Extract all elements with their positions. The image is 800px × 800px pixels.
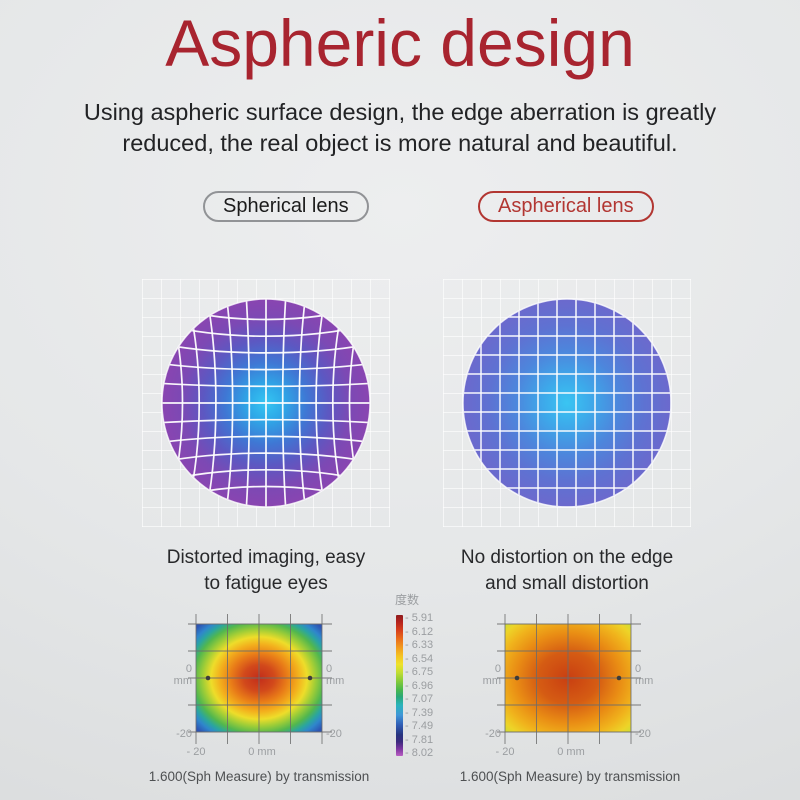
colorbar-tick: - 6.75 xyxy=(405,666,434,678)
aspherical-caption-line-2: and small distortion xyxy=(485,573,649,594)
subtitle: Using aspheric surface design, the edge … xyxy=(0,97,800,159)
center-line-marker-dot xyxy=(307,675,313,681)
left-heatmap-y-label-right: 0 mm xyxy=(326,663,345,687)
spherical-lens-badge: Spherical lens xyxy=(203,191,369,222)
colorbar-tick-labels: - 5.91 - 6.12 - 6.33 - 6.54 - 6.75 - 6.9… xyxy=(405,612,453,759)
colorbar-tick: - 8.02 xyxy=(405,747,434,759)
right-heatmap-y-label-left: 0 mm xyxy=(482,663,501,687)
spherical-caption-line-2: to fatigue eyes xyxy=(204,573,328,594)
spherical-caption-line-1: Distorted imaging, easy xyxy=(166,547,366,568)
left-heatmap-caption: 1.600(Sph Measure) by transmission xyxy=(148,769,370,784)
left-heatmap-neg20-right: -20 xyxy=(326,728,342,740)
subtitle-line-1: Using aspheric surface design, the edge … xyxy=(83,99,717,125)
colorbar-title: 度数 xyxy=(394,593,419,607)
spherical-lens-caption: Distorted imaging, easy to fatigue eyes xyxy=(139,545,393,597)
aspherical-lens-circle xyxy=(462,298,672,508)
left-heatmap-x-tick-neg20: - 20 xyxy=(186,746,206,758)
center-line-marker-dot xyxy=(616,675,622,681)
right-heatmap-neg20-right: -20 xyxy=(635,728,651,740)
aspherical-lens-badge: Aspherical lens xyxy=(478,191,654,222)
aspherical-lens-panel xyxy=(443,279,691,527)
colorbar-tick: - 7.81 xyxy=(405,733,434,746)
aspherical-power-heatmap xyxy=(497,614,641,744)
right-heatmap-y-label-right: 0 mm xyxy=(635,663,654,687)
heatmap-grid-lines xyxy=(497,614,641,744)
subtitle-line-2: reduced, the real object is more natural… xyxy=(122,130,678,156)
spherical-power-heatmap xyxy=(188,614,332,744)
colorbar-tick: - 6.54 xyxy=(405,652,434,665)
page-title: Aspheric design xyxy=(165,6,635,80)
regular-grid-lines xyxy=(463,299,671,507)
right-heatmap-neg20-left: -20 xyxy=(485,728,501,740)
colorbar-tick: - 7.07 xyxy=(405,693,434,705)
aspherical-lens-illustration xyxy=(462,298,672,508)
heatmap-grid-lines xyxy=(188,614,332,744)
colorbar-tick: - 6.33 xyxy=(405,639,434,651)
left-heatmap-x-tick-zero: 0 mm xyxy=(248,746,276,758)
colorbar-gradient xyxy=(396,615,403,756)
colorbar-tick: - 7.49 xyxy=(405,720,434,732)
left-heatmap-neg20-left: -20 xyxy=(176,728,192,740)
right-heatmap-caption: 1.600(Sph Measure) by transmission xyxy=(459,769,681,784)
aspherical-lens-caption: No distortion on the edge and small dist… xyxy=(440,545,694,597)
center-line-marker-dot xyxy=(514,675,520,681)
right-heatmap-x-tick-neg20: - 20 xyxy=(495,746,515,758)
colorbar-tick: - 6.12 xyxy=(405,625,434,638)
aspherical-caption-line-1: No distortion on the edge xyxy=(460,547,674,568)
center-line-marker-dot xyxy=(205,675,211,681)
spherical-lens-panel xyxy=(142,279,390,527)
right-heatmap-x-tick-zero: 0 mm xyxy=(557,746,585,758)
colorbar-tick: - 6.96 xyxy=(405,679,434,692)
colorbar-tick: - 7.39 xyxy=(405,706,434,719)
left-heatmap-y-label-left: 0 mm xyxy=(173,663,192,687)
spherical-lens-illustration xyxy=(161,298,371,508)
colorbar-tick: - 5.91 xyxy=(405,612,434,624)
distorted-grid-lines xyxy=(162,299,370,507)
